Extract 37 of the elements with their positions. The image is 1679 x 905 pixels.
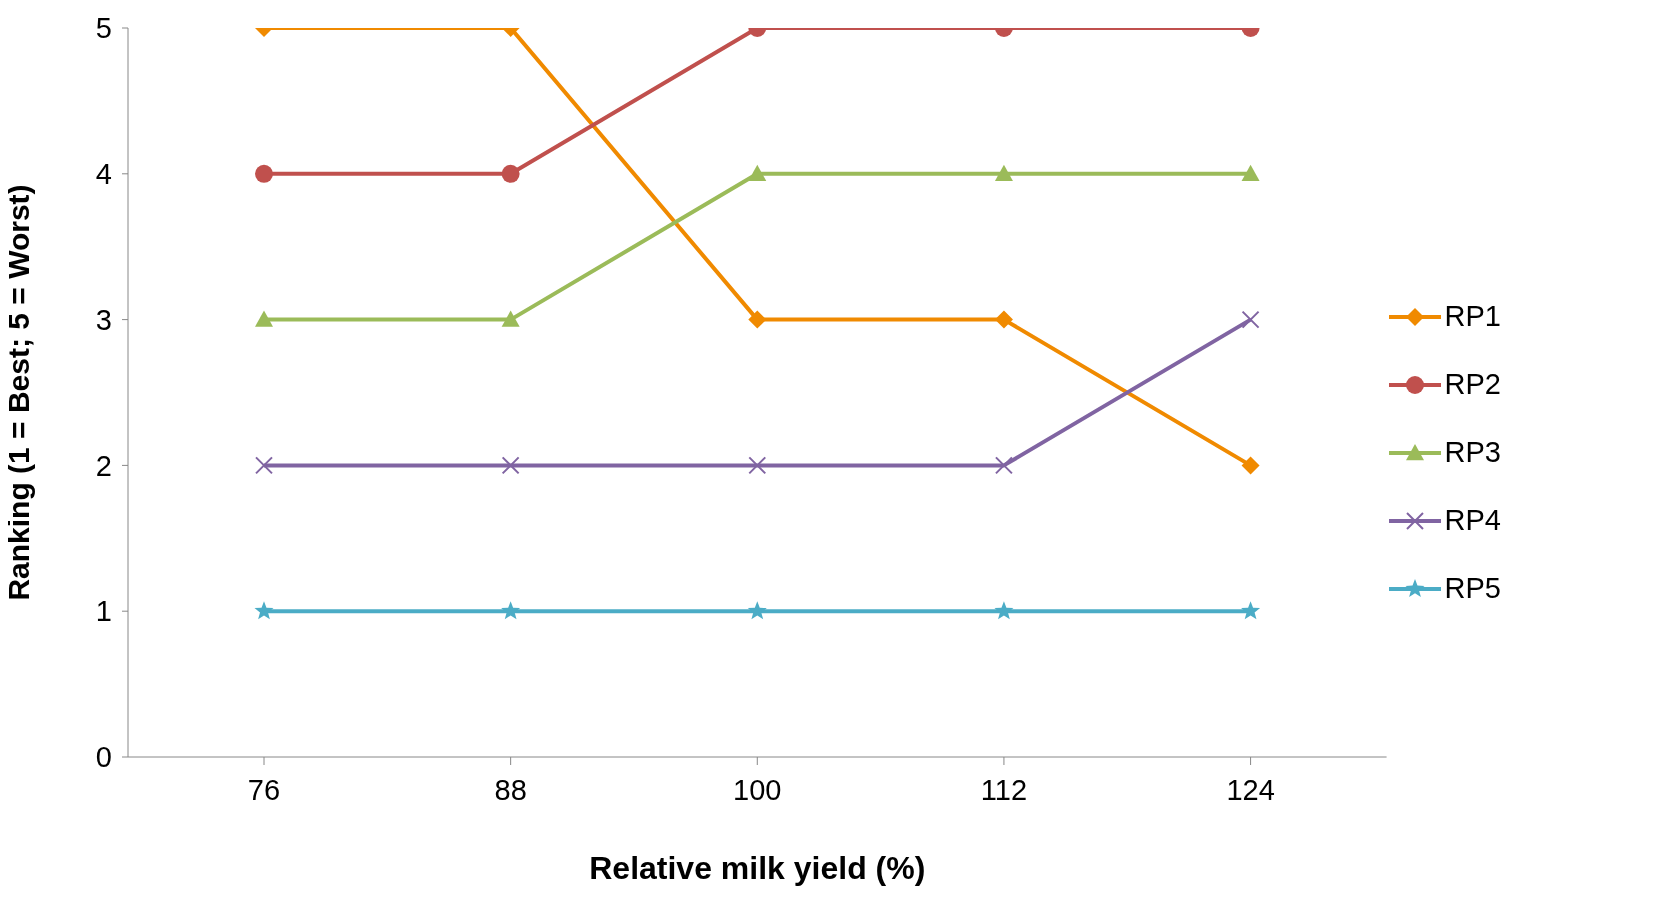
y-tick-label: 2 (95, 449, 112, 482)
point (748, 310, 767, 329)
point (501, 601, 521, 620)
point (1241, 456, 1260, 475)
point (501, 456, 520, 475)
point (501, 310, 520, 327)
point (994, 601, 1014, 620)
legend-label: RP5 (1444, 572, 1501, 605)
legend-label: RP2 (1444, 368, 1501, 401)
y-tick-label: 1 (95, 595, 112, 628)
y-tick-label: 5 (95, 12, 112, 45)
x-axis-title: Relative milk yield (%) (589, 850, 926, 886)
point (994, 164, 1013, 181)
legend-label: RP3 (1444, 436, 1501, 469)
point (255, 456, 273, 475)
point (255, 310, 273, 327)
x-tick-label: 124 (1226, 773, 1275, 806)
legend-label: RP4 (1444, 504, 1501, 537)
y-tick-label: 0 (95, 741, 112, 774)
x-tick-label: 76 (247, 773, 281, 806)
x-tick-label: 88 (494, 773, 527, 806)
point (254, 601, 274, 620)
point (1241, 164, 1260, 181)
point (255, 164, 273, 183)
point (748, 164, 767, 181)
point (748, 456, 767, 475)
legend-label: RP1 (1444, 300, 1501, 333)
y-tick-label: 4 (95, 158, 112, 191)
point (994, 310, 1013, 329)
point (1241, 310, 1260, 329)
x-tick-label: 100 (733, 773, 782, 806)
point (1241, 601, 1261, 620)
y-tick-label: 3 (95, 303, 112, 336)
point (994, 456, 1013, 475)
point (747, 601, 767, 620)
point (501, 164, 520, 183)
x-tick-label: 112 (980, 773, 1028, 806)
